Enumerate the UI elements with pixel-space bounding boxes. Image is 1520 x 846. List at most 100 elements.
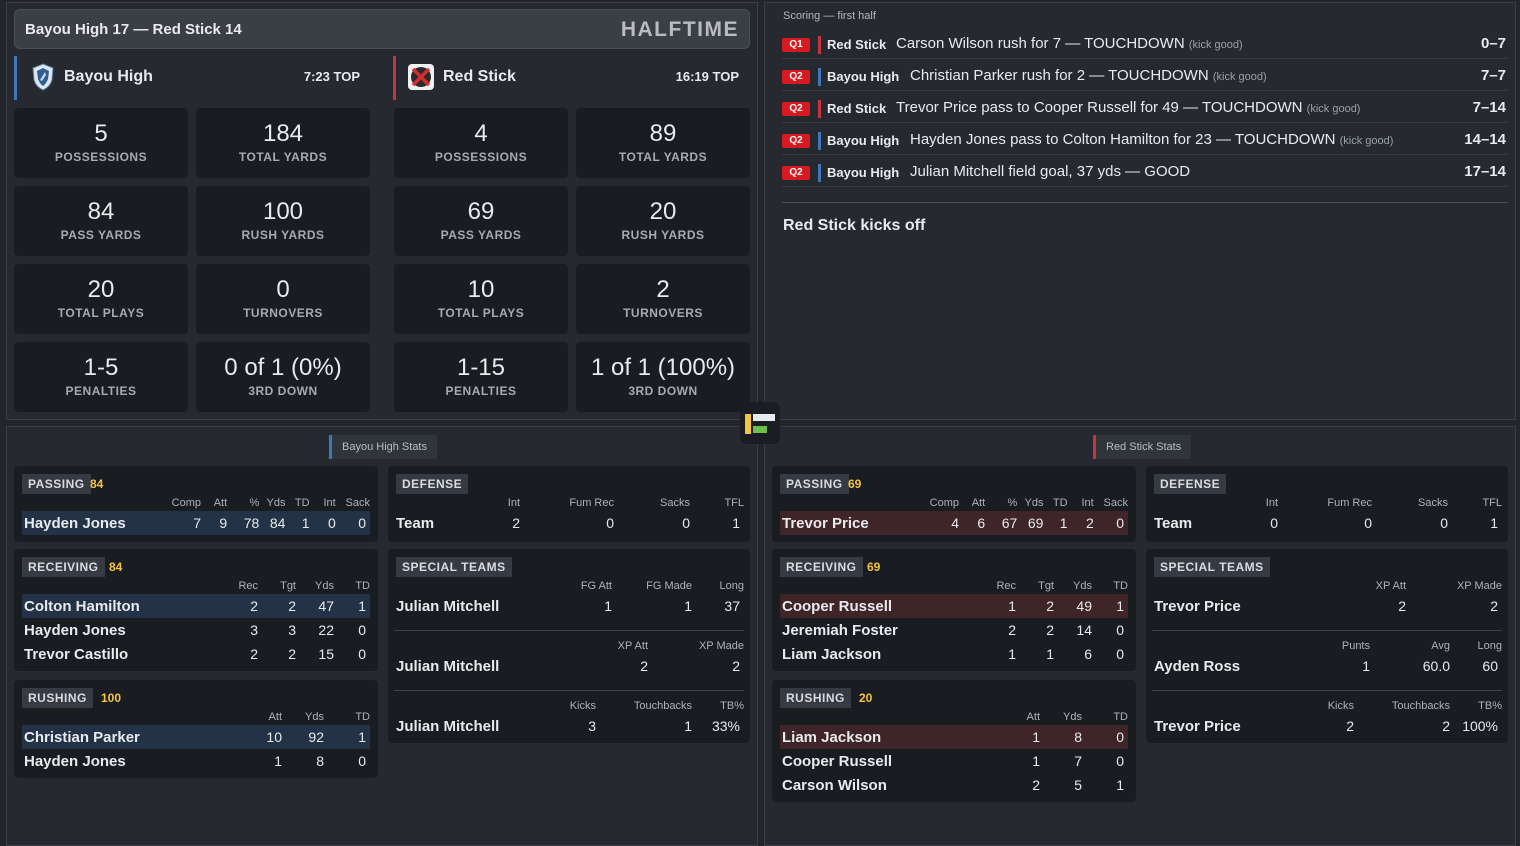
stat-cell: 0: [1270, 515, 1278, 531]
stat-cell: 1: [274, 753, 282, 769]
player-name: Trevor Price: [1154, 597, 1241, 615]
stat-label: POSSESSIONS: [434, 150, 528, 164]
stat-cell: 1: [285, 511, 310, 535]
player-name: Christian Parker: [22, 725, 242, 749]
column-header: Comp: [929, 496, 960, 509]
stat-label: 3RD DOWN: [248, 384, 318, 398]
score-line: Bayou High 17 — Red Stick 14: [25, 21, 242, 38]
column-header: XP Att: [1375, 579, 1406, 592]
stat-cell: 67: [985, 511, 1018, 535]
table-row: Trevor Price 4 6 67 69 1 2 0: [780, 511, 1128, 535]
table-row: Julian Mitchell 1 1 37: [394, 594, 744, 618]
stat-cell: 2: [222, 594, 258, 618]
stat-cell: 1: [684, 598, 692, 614]
column-header: Sack: [1103, 496, 1128, 509]
special-fg-table: FG Att FG Made Long Julian Mitchell 1 1 37: [394, 579, 744, 618]
section-header: PASSING: [22, 474, 91, 494]
stat-cell: 84: [259, 511, 286, 535]
stat-cell: 100%: [1462, 718, 1498, 734]
table-row: Hayden Jones 3 3 22 0: [22, 618, 370, 642]
scoring-play-row[interactable]: Q1 Red Stick Carson Wilson rush for 7 — TO…: [782, 29, 1508, 59]
table-row: Liam Jackson 1 8 0: [780, 725, 1128, 749]
stat-cell: 1: [324, 725, 370, 749]
stat-cell: 7: [170, 511, 202, 535]
stat-cell: 1: [334, 594, 370, 618]
column-header: Punts: [1341, 639, 1370, 652]
stat-cell: 1: [684, 718, 692, 734]
scoring-play-row[interactable]: Q2 Bayou High Christian Parker rush for 2 …: [782, 61, 1508, 91]
column-header: TD: [1113, 579, 1128, 592]
away-stat-card: 10 TOTAL PLAYS: [394, 264, 568, 334]
scoring-title: Scoring — first half: [783, 10, 876, 22]
column-header: FG Made: [646, 579, 692, 592]
stat-label: TURNOVERS: [623, 306, 703, 320]
stat-value: 69: [467, 198, 495, 225]
special-xp-table: XP Att XP Made Julian Mitchell 2 2: [394, 639, 744, 678]
scoring-play-row[interactable]: Q2 Bayou High Hayden Jones pass to Colton …: [782, 125, 1508, 155]
stat-cell: 0: [309, 511, 336, 535]
stat-cell: 2: [640, 658, 648, 674]
stat-cell: 10: [242, 725, 282, 749]
table-row: Hayden Jones 7 9 78 84 1 0 0: [22, 511, 370, 535]
game-status: HALFTIME: [620, 18, 739, 41]
player-name: Julian Mitchell: [396, 657, 500, 675]
player-name: Liam Jackson: [780, 725, 1000, 749]
section-header: SPECIAL TEAMS: [1154, 557, 1270, 577]
column-header: Kicks: [1327, 699, 1354, 712]
stat-cell: 3: [250, 622, 258, 638]
stat-label: RUSH YARDS: [241, 228, 325, 242]
play-description: Carson Wilson rush for 7 — TOUCHDOWN (ki…: [896, 35, 1243, 52]
column-header: Touchbacks: [1391, 699, 1450, 712]
stat-value: 2: [656, 276, 670, 303]
section-total: 69: [867, 560, 881, 574]
home-stat-card: 0 TURNOVERS: [196, 264, 370, 334]
table-row: Cooper Russell 1 2 49 1: [780, 594, 1128, 618]
stat-cell: 0: [1093, 511, 1128, 535]
stat-cell: 1: [1092, 594, 1128, 618]
column-header: Yds: [1063, 710, 1082, 723]
table-row: Colton Hamilton 2 2 47 1: [22, 594, 370, 618]
stat-label: PASS YARDS: [440, 228, 522, 242]
stat-cell: 2: [288, 646, 296, 662]
player-name: Ayden Ross: [1154, 657, 1241, 675]
stat-value: 84: [87, 198, 115, 225]
away-stats-tab[interactable]: Red Stick Stats: [1093, 435, 1192, 459]
column-header: TD: [1113, 710, 1128, 723]
player-name: Julian Mitchell: [396, 597, 500, 615]
stat-cell: 6: [1084, 646, 1092, 662]
column-header: [22, 579, 222, 594]
column-header: XP Made: [698, 639, 744, 652]
column-header: [394, 496, 480, 511]
quarter-badge: Q2: [782, 102, 810, 116]
home-time-of-possession: 7:23 TOP: [303, 69, 360, 84]
stat-cell: 6: [959, 511, 986, 535]
defense-section: DEFENSE: [388, 466, 750, 542]
section-header: RECEIVING: [780, 557, 863, 577]
stat-cell: 0: [335, 511, 370, 535]
stat-label: PENALTIES: [65, 384, 137, 398]
table-row: Hayden Jones 1 8 0: [22, 749, 370, 773]
play-note: (kick good): [1306, 103, 1361, 115]
stat-label: TURNOVERS: [243, 306, 323, 320]
stat-cell: 2: [1016, 594, 1054, 618]
stat-cell: 1: [604, 598, 612, 614]
section-total: 84: [109, 560, 123, 574]
home-team-header: Bayou High 7:23 TOP: [14, 56, 368, 100]
stat-cell: 60.0: [1422, 658, 1450, 674]
column-header: Att: [971, 496, 986, 509]
stat-value: 0 of 1 (0%): [224, 354, 342, 381]
stat-cell: 0: [358, 646, 366, 662]
player-name: Cooper Russell: [782, 752, 893, 770]
column-header: TB%: [720, 699, 744, 712]
stat-value: 1 of 1 (100%): [590, 354, 736, 381]
scoring-play-row[interactable]: Q2 Bayou High Julian Mitchell field goal, …: [782, 157, 1508, 187]
away-team-header: Red Stick 16:19 TOP: [393, 56, 747, 100]
stat-cell: 92: [282, 725, 324, 749]
table-row: Carson Wilson 2 5 1: [780, 773, 1128, 797]
home-stats-tab[interactable]: Bayou High Stats: [329, 435, 437, 459]
column-header: Tgt: [1038, 579, 1054, 592]
scoring-play-row[interactable]: Q2 Red Stick Trevor Price pass to Cooper R…: [782, 93, 1508, 123]
column-header: Yds: [1073, 579, 1092, 592]
section-header: DEFENSE: [396, 474, 469, 494]
stat-cell: 1: [1362, 658, 1370, 674]
